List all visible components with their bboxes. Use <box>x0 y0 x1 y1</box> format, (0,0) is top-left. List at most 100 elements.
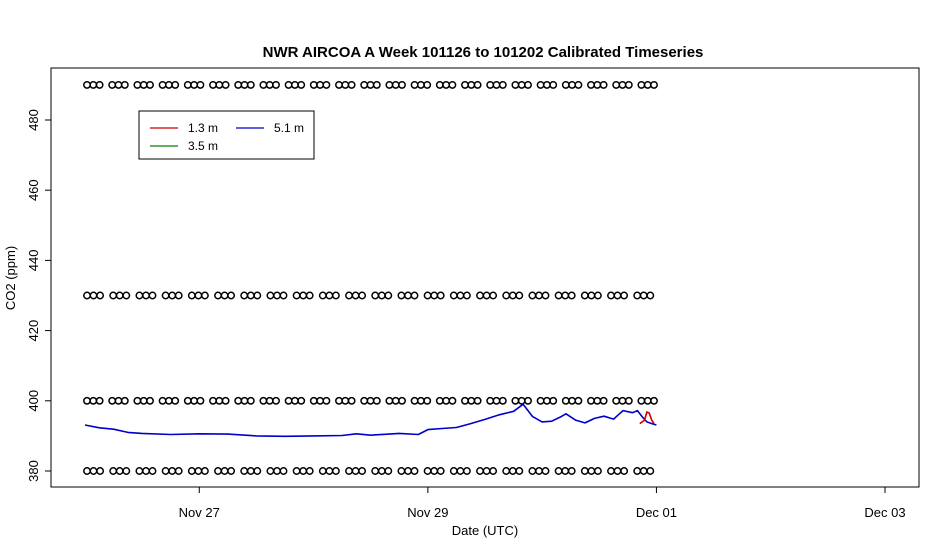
flag-marker <box>284 80 293 89</box>
flag-marker <box>164 396 173 405</box>
flag-marker <box>498 80 507 89</box>
flag-marker <box>142 467 150 475</box>
flag-marker <box>240 80 249 89</box>
flag-marker <box>297 396 306 405</box>
y-axis-label: CO2 (ppm) <box>3 246 18 310</box>
flag-marker <box>593 396 602 405</box>
flag-marker <box>325 467 334 475</box>
flag-marker <box>448 80 457 89</box>
flag-marker <box>89 396 98 405</box>
flag-marker <box>322 80 331 89</box>
flag-marker <box>168 291 177 300</box>
flag-marker <box>279 467 288 475</box>
flag-marker <box>593 291 602 300</box>
flag-marker <box>158 396 167 405</box>
flag-marker <box>83 467 91 475</box>
flag-marker <box>461 396 469 405</box>
flag-marker <box>164 80 173 89</box>
legend-label: 3.5 m <box>188 139 218 153</box>
flag-marker <box>234 396 243 405</box>
flag-marker <box>482 467 491 475</box>
flag-marker <box>567 467 576 475</box>
flag-marker <box>316 396 325 405</box>
flag-marker <box>476 291 484 300</box>
flag-marker <box>139 396 148 405</box>
flag-row <box>83 396 658 405</box>
y-tick-label: 460 <box>26 179 41 201</box>
flag-marker <box>322 396 331 405</box>
flag-marker <box>146 80 154 89</box>
flag-marker <box>456 467 465 475</box>
flag-marker <box>410 291 419 300</box>
flag-marker <box>561 396 570 405</box>
flag-marker <box>133 80 142 89</box>
flag-marker <box>462 291 471 300</box>
flag-marker <box>587 396 595 405</box>
flag-marker <box>515 291 524 300</box>
flag-marker <box>542 396 551 405</box>
flag-marker <box>639 291 648 300</box>
flag-marker <box>620 467 629 475</box>
flag-marker <box>221 396 230 405</box>
flag-marker <box>297 80 306 89</box>
flag-marker <box>416 396 425 405</box>
flag-marker <box>391 396 400 405</box>
flag-marker <box>290 80 299 89</box>
flag-marker <box>351 467 360 475</box>
flag-marker <box>194 291 203 300</box>
flag-marker <box>146 396 154 405</box>
flag-marker <box>568 396 577 405</box>
flag-marker <box>580 467 589 475</box>
flag-marker <box>109 291 118 300</box>
flag-marker <box>613 467 622 475</box>
flag-marker <box>122 467 131 475</box>
flag-marker <box>435 396 444 405</box>
y-axis: 380 400 420 440 460 480 <box>26 109 52 482</box>
flag-marker <box>385 396 394 405</box>
flag-marker <box>448 396 457 405</box>
flag-marker <box>142 291 150 300</box>
flag-marker <box>148 291 157 300</box>
series-lines <box>84 403 657 438</box>
flag-marker <box>171 80 180 89</box>
flag-marker <box>416 80 425 89</box>
flag-marker <box>624 396 633 405</box>
flag-marker <box>318 291 327 300</box>
flag-marker <box>397 291 406 300</box>
flag-marker <box>214 291 222 300</box>
flag-marker <box>234 80 243 89</box>
flag-marker <box>246 291 255 300</box>
flag-marker <box>535 291 543 300</box>
flag-marker <box>331 291 340 300</box>
flag-marker <box>502 467 511 475</box>
flag-marker <box>618 80 627 89</box>
flag-marker <box>341 80 350 89</box>
legend-box <box>138 110 315 160</box>
flag-marker <box>524 80 532 89</box>
flag-marker <box>541 467 550 475</box>
flag-marker <box>347 396 356 405</box>
flag-marker <box>83 396 91 405</box>
flag-marker <box>305 291 314 300</box>
flag-marker <box>517 396 526 405</box>
flag-marker <box>200 467 209 475</box>
flag-marker <box>442 80 451 89</box>
flag-marker <box>528 291 537 300</box>
flag-marker <box>377 467 386 475</box>
flag-marker <box>637 80 646 89</box>
flag-marker <box>607 291 615 300</box>
flag-marker <box>489 291 498 300</box>
flag-marker <box>139 80 148 89</box>
flag-marker <box>316 80 325 89</box>
flag-marker <box>517 80 526 89</box>
flag-marker <box>430 467 439 475</box>
flag-marker <box>200 291 209 300</box>
flag-marker <box>227 467 236 475</box>
flag-marker <box>220 291 229 300</box>
flag-marker <box>435 80 444 89</box>
flag-marker <box>266 291 275 300</box>
y-tick-label: 380 <box>26 460 41 482</box>
flag-marker <box>158 80 167 89</box>
flag-marker <box>633 291 642 300</box>
